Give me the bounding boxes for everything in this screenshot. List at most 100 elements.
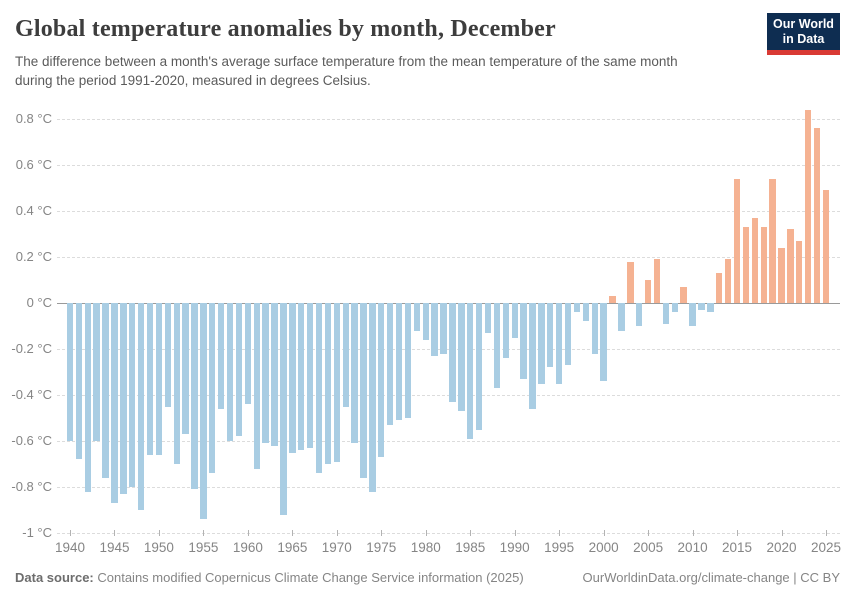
bar-1983[interactable] bbox=[449, 303, 456, 402]
bar-2014[interactable] bbox=[724, 259, 732, 303]
bar-1959[interactable] bbox=[235, 303, 243, 437]
bar-1955[interactable] bbox=[200, 303, 207, 520]
x-axis-tick-2015 bbox=[737, 530, 739, 536]
bar-2024[interactable] bbox=[813, 128, 821, 303]
chart-subtitle-line-1: The difference between a month's average… bbox=[15, 54, 678, 69]
bar-1989[interactable] bbox=[502, 303, 509, 359]
bar-2015[interactable] bbox=[733, 178, 741, 303]
bar-2012[interactable] bbox=[707, 303, 714, 313]
bar-2019[interactable] bbox=[769, 178, 776, 303]
chart-title: Global temperature anomalies by month, D… bbox=[15, 16, 556, 42]
x-axis-tick-2005 bbox=[648, 530, 650, 536]
bar-1941[interactable] bbox=[75, 303, 83, 460]
owid-link[interactable]: OurWorldinData.org/climate-change | CC B… bbox=[582, 570, 840, 585]
bar-1972[interactable] bbox=[351, 303, 358, 444]
bar-2004[interactable] bbox=[636, 303, 643, 326]
bar-1965[interactable] bbox=[289, 303, 296, 453]
bar-1988[interactable] bbox=[493, 303, 501, 389]
bar-1985[interactable] bbox=[467, 303, 474, 439]
bar-1966[interactable] bbox=[298, 303, 305, 451]
x-axis-tick-1945 bbox=[114, 530, 116, 536]
bar-1973[interactable] bbox=[360, 303, 367, 478]
bar-2018[interactable] bbox=[760, 227, 767, 303]
bar-1969[interactable] bbox=[324, 303, 332, 464]
bar-1963[interactable] bbox=[271, 303, 278, 446]
bar-1948[interactable] bbox=[137, 303, 145, 510]
y-axis-label-0.2: 0.2 °C bbox=[15, 249, 52, 264]
bar-2016[interactable] bbox=[742, 227, 750, 303]
bar-2022[interactable] bbox=[796, 240, 803, 303]
bar-1961[interactable] bbox=[253, 303, 260, 469]
bar-2025[interactable] bbox=[822, 190, 830, 303]
bar-2005[interactable] bbox=[644, 280, 652, 303]
bar-1968[interactable] bbox=[315, 303, 323, 474]
bar-1999[interactable] bbox=[591, 303, 598, 354]
bar-1949[interactable] bbox=[146, 303, 154, 455]
bar-1987[interactable] bbox=[484, 303, 492, 333]
bar-1952[interactable] bbox=[173, 303, 180, 464]
bar-1970[interactable] bbox=[333, 303, 340, 462]
bar-2001[interactable] bbox=[609, 296, 616, 303]
bar-1995[interactable] bbox=[555, 303, 563, 384]
bar-2021[interactable] bbox=[787, 229, 794, 303]
bar-1982[interactable] bbox=[440, 303, 447, 354]
bar-1974[interactable] bbox=[369, 303, 376, 492]
bar-1971[interactable] bbox=[342, 303, 349, 407]
bar-1953[interactable] bbox=[182, 303, 189, 435]
bar-1976[interactable] bbox=[386, 303, 394, 425]
bar-2013[interactable] bbox=[716, 273, 723, 303]
bar-1997[interactable] bbox=[573, 303, 581, 313]
bar-2000[interactable] bbox=[600, 303, 607, 382]
bar-2009[interactable] bbox=[680, 286, 687, 303]
bar-1954[interactable] bbox=[191, 303, 198, 490]
bar-1950[interactable] bbox=[155, 303, 163, 455]
bar-1964[interactable] bbox=[280, 303, 287, 515]
bar-1986[interactable] bbox=[475, 303, 483, 430]
bar-1975[interactable] bbox=[378, 303, 385, 458]
bar-1956[interactable] bbox=[209, 303, 216, 474]
bar-2003[interactable] bbox=[627, 261, 634, 303]
bar-1980[interactable] bbox=[422, 303, 429, 340]
bar-1942[interactable] bbox=[84, 303, 91, 492]
bar-2011[interactable] bbox=[698, 303, 705, 310]
bar-1967[interactable] bbox=[306, 303, 314, 448]
bar-2006[interactable] bbox=[653, 259, 661, 303]
bar-2023[interactable] bbox=[805, 109, 812, 303]
bar-1946[interactable] bbox=[120, 303, 127, 494]
bar-1951[interactable] bbox=[164, 303, 172, 407]
bar-1993[interactable] bbox=[538, 303, 545, 384]
bar-1994[interactable] bbox=[547, 303, 554, 368]
bar-1943[interactable] bbox=[93, 303, 100, 441]
bar-1981[interactable] bbox=[431, 303, 438, 356]
x-axis-tick-1955 bbox=[203, 530, 205, 536]
bar-1984[interactable] bbox=[458, 303, 465, 412]
bar-2007[interactable] bbox=[662, 303, 670, 324]
bar-1940[interactable] bbox=[66, 303, 74, 441]
bar-2008[interactable] bbox=[671, 303, 678, 313]
x-axis-label-1950: 1950 bbox=[143, 540, 174, 555]
bar-1945[interactable] bbox=[111, 303, 118, 504]
bar-1978[interactable] bbox=[404, 303, 412, 418]
bar-2020[interactable] bbox=[778, 247, 785, 303]
bar-1944[interactable] bbox=[102, 303, 109, 478]
bar-1991[interactable] bbox=[520, 303, 527, 379]
bar-1960[interactable] bbox=[244, 303, 252, 405]
bar-1947[interactable] bbox=[129, 303, 136, 487]
bar-2010[interactable] bbox=[689, 303, 696, 326]
bar-1990[interactable] bbox=[511, 303, 518, 338]
bar-1958[interactable] bbox=[226, 303, 234, 441]
bar-1957[interactable] bbox=[217, 303, 225, 409]
x-axis-label-1995: 1995 bbox=[544, 540, 575, 555]
bar-1979[interactable] bbox=[413, 303, 421, 331]
x-axis-tick-1970 bbox=[336, 530, 338, 536]
y-axis-label--0.6: -0.6 °C bbox=[11, 433, 52, 448]
owid-logo[interactable]: Our World in Data bbox=[767, 13, 840, 55]
bar-1977[interactable] bbox=[395, 303, 403, 421]
bar-1962[interactable] bbox=[262, 303, 269, 444]
bar-2002[interactable] bbox=[618, 303, 625, 331]
bar-1998[interactable] bbox=[582, 303, 590, 322]
bar-1992[interactable] bbox=[529, 303, 536, 409]
bar-1996[interactable] bbox=[564, 303, 572, 366]
bar-2017[interactable] bbox=[751, 217, 759, 303]
y-axis-label--1: -1 °C bbox=[22, 525, 52, 540]
